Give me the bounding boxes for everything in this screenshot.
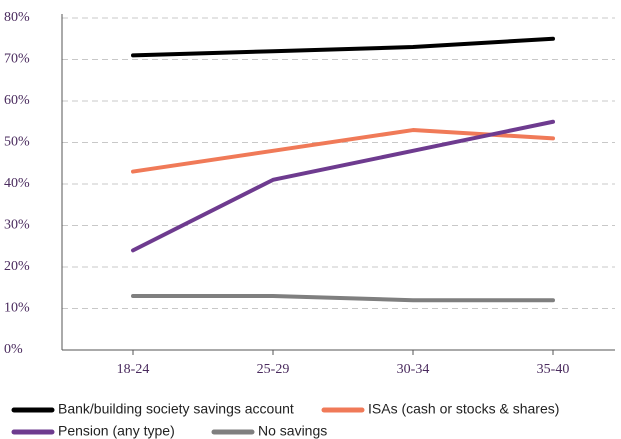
y-tick-label: 60%	[4, 93, 30, 108]
y-tick-label: 80%	[4, 10, 30, 25]
line-series	[131, 294, 555, 303]
legend-label: No savings	[258, 423, 327, 439]
line-series	[131, 36, 555, 58]
y-tick-label: 20%	[4, 259, 30, 274]
line-series	[131, 128, 555, 174]
x-tick-label: 18-24	[117, 362, 150, 377]
y-tick-label: 50%	[4, 135, 30, 150]
y-tick-label: 70%	[4, 52, 30, 67]
y-tick-label: 10%	[4, 301, 30, 316]
line-series	[131, 119, 555, 253]
x-tick-label: 35-40	[537, 362, 570, 377]
x-tick-label: 25-29	[257, 362, 290, 377]
y-tick-label: 30%	[4, 218, 30, 233]
x-tick-label: 30-34	[397, 362, 430, 377]
y-tick-label: 40%	[4, 176, 30, 191]
legend-label: ISAs (cash or stocks & shares)	[368, 401, 559, 417]
legend-label: Pension (any type)	[58, 423, 175, 439]
legend-label: Bank/building society savings account	[58, 401, 294, 417]
y-tick-label: 0%	[4, 342, 23, 357]
